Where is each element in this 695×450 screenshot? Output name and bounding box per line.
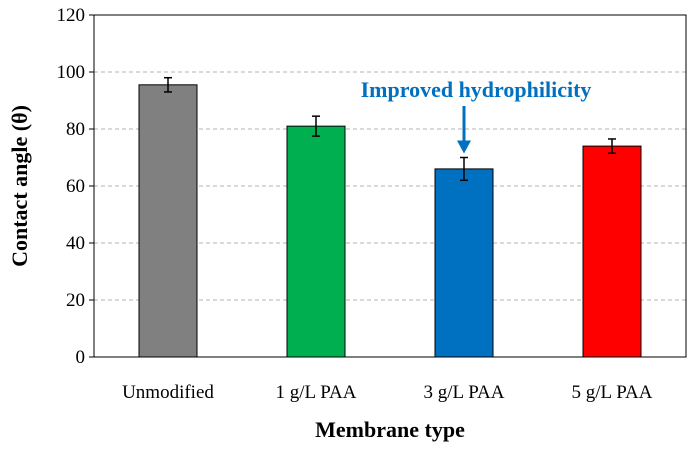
- bar: [138, 84, 198, 358]
- annotation-text: Improved hydrophilicity: [361, 77, 592, 102]
- y-tick-label: 80: [66, 119, 85, 140]
- bar: [582, 145, 642, 358]
- y-tick-label: 100: [57, 62, 86, 83]
- bar: [286, 125, 346, 358]
- y-tick-labels: 0 20 40 60 80 100 120: [57, 5, 94, 368]
- y-tick-label: 40: [66, 233, 85, 254]
- error-bars: [164, 76, 616, 182]
- y-axis-title: Contact angle (θ): [7, 105, 32, 267]
- x-axis-title: Membrane type: [315, 417, 465, 442]
- y-tick-label: 120: [57, 5, 86, 26]
- x-tick-labels: Unmodified 1 g/L PAA 3 g/L PAA 5 g/L PAA: [122, 382, 653, 403]
- y-tick-label: 60: [66, 176, 85, 197]
- annotation-arrow-head: [457, 140, 471, 154]
- x-tick-label: 5 g/L PAA: [572, 382, 653, 403]
- x-tick-label: Unmodified: [122, 382, 214, 403]
- y-tick-label: 20: [66, 290, 85, 311]
- annotation: Improved hydrophilicity: [361, 77, 592, 154]
- bars: [138, 84, 642, 358]
- y-tick-label: 0: [76, 347, 86, 368]
- x-tick-label: 3 g/L PAA: [424, 382, 505, 403]
- bar: [434, 168, 494, 358]
- x-tick-label: 1 g/L PAA: [276, 382, 357, 403]
